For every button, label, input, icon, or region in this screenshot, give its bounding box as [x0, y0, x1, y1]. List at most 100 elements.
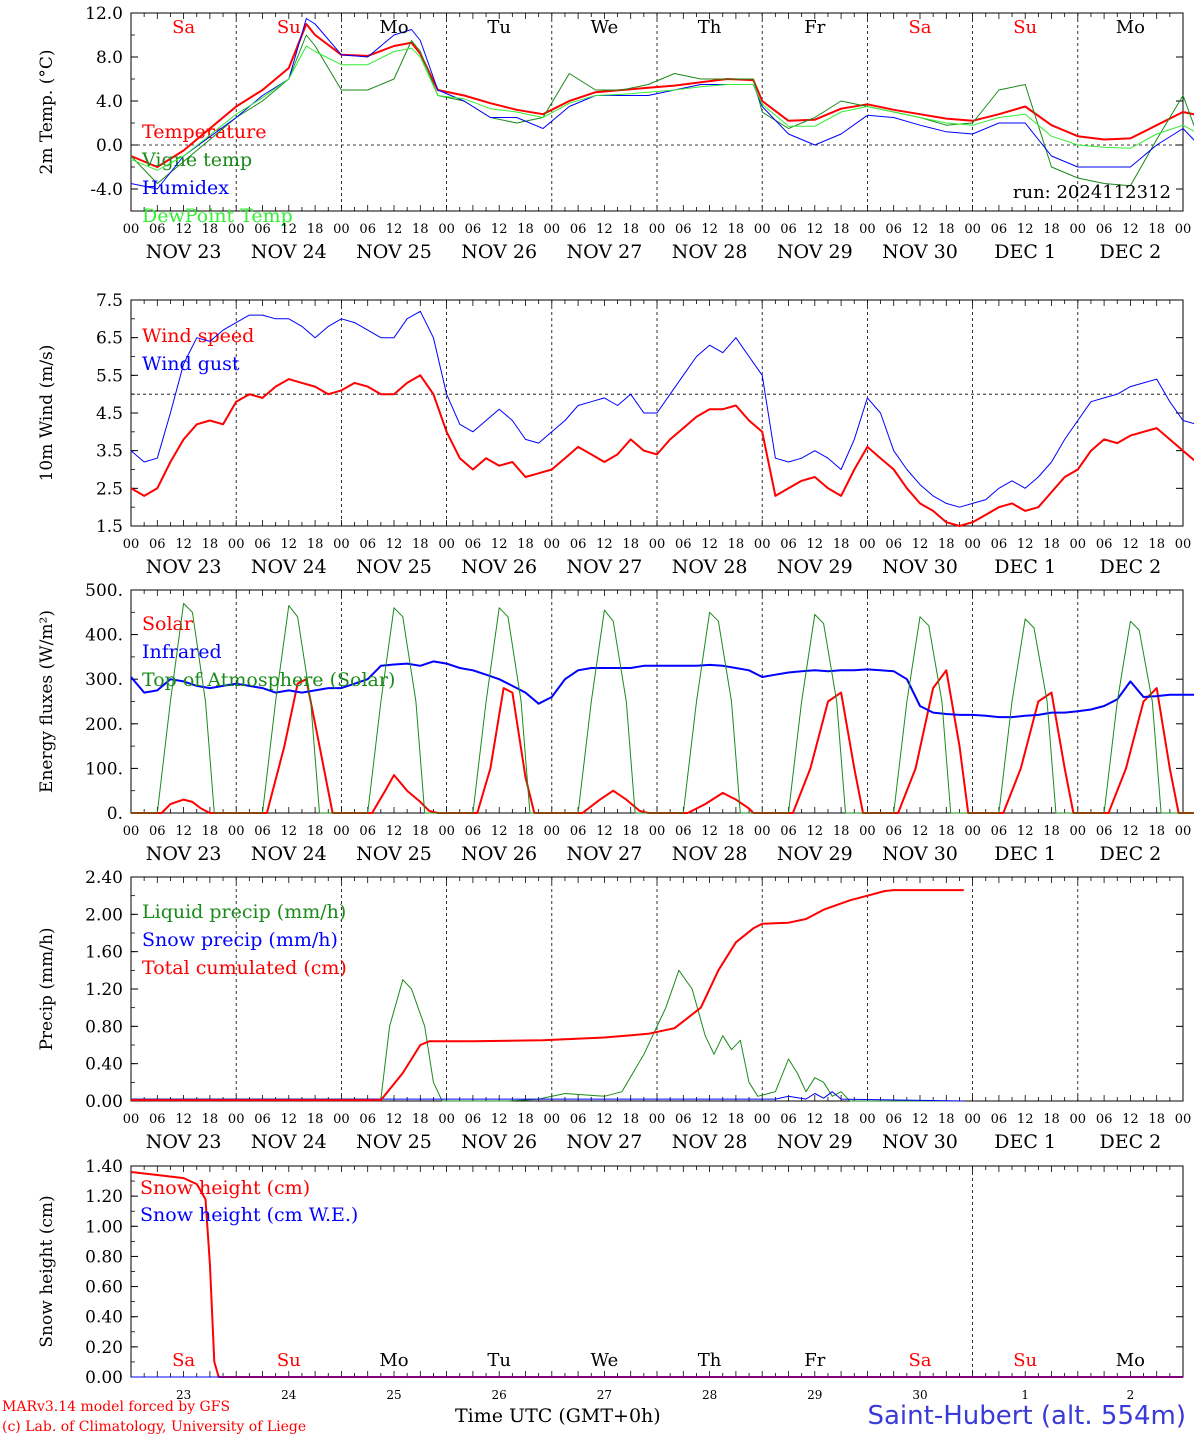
y-tick-label: 0.40 [85, 1055, 123, 1075]
y-tick-label: 0.80 [85, 1017, 123, 1037]
hour-tick-label: 12 [1017, 537, 1034, 552]
hour-tick-label: 06 [1096, 1112, 1113, 1127]
day-number-label: 1 [1021, 1388, 1029, 1402]
series-line-snow-height-cm [130, 1171, 1183, 1378]
day-name-label: We [591, 17, 619, 38]
y-tick-label: 8.0 [96, 48, 123, 68]
day-number-label: 24 [281, 1388, 297, 1402]
hour-tick-label: 12 [701, 537, 718, 552]
y-tick-label: 500. [85, 581, 123, 601]
day-name-label: Th [698, 17, 722, 38]
hour-tick-label: 00 [1175, 824, 1192, 839]
y-tick-label: 1.60 [85, 943, 123, 963]
legend-entry: DewPoint Temp [142, 205, 293, 227]
y-tick-label: 7.5 [96, 291, 123, 311]
date-label: NOV 26 [461, 556, 537, 578]
hour-tick-label: 06 [465, 222, 482, 237]
hour-tick-label: 12 [596, 222, 613, 237]
hour-tick-label: 00 [1070, 824, 1087, 839]
hour-tick-label: 18 [1148, 537, 1165, 552]
hour-tick-label: 18 [938, 222, 955, 237]
day-name-label: Tu [487, 1350, 511, 1371]
date-label: DEC 2 [1100, 843, 1162, 865]
legend-entry: Snow precip (mm/h) [142, 929, 338, 951]
legend-entry: Infrared [142, 641, 222, 663]
date-label: NOV 24 [251, 1131, 327, 1153]
hour-tick-label: 06 [675, 537, 692, 552]
hour-tick-label: 00 [123, 222, 140, 237]
hour-tick-label: 12 [1017, 824, 1034, 839]
hour-tick-label: 18 [728, 824, 745, 839]
date-label: NOV 25 [356, 1131, 432, 1153]
hour-tick-label: 06 [465, 1112, 482, 1127]
date-label: NOV 25 [356, 241, 432, 263]
date-label: DEC 1 [994, 556, 1056, 578]
series-line-vigne-temp [130, 34, 1194, 187]
hour-tick-label: 06 [149, 537, 166, 552]
hour-tick-label: 12 [386, 222, 403, 237]
hour-tick-label: 06 [149, 824, 166, 839]
y-tick-label: 4.0 [96, 92, 123, 112]
hour-tick-label: 12 [912, 222, 929, 237]
hour-tick-label: 06 [675, 1112, 692, 1127]
y-tick-label: 5.5 [96, 366, 123, 386]
day-name-label: Mo [1116, 1350, 1145, 1371]
hour-tick-label: 18 [202, 824, 219, 839]
hour-tick-label: 18 [622, 222, 639, 237]
y-tick-label: 0. [107, 804, 123, 824]
hour-tick-label: 06 [991, 1112, 1008, 1127]
day-number-label: 27 [597, 1388, 612, 1402]
legend-entry: Top of Atmosphere (Solar) [142, 669, 395, 691]
day-number-label: 23 [176, 1388, 191, 1402]
date-label: DEC 1 [994, 843, 1056, 865]
hour-tick-label: 00 [228, 537, 245, 552]
hour-tick-label: 18 [728, 1112, 745, 1127]
hour-tick-label: 06 [465, 824, 482, 839]
panel-1: 12.0 8.0 4.0 0.0 -4.0 2m Temp. (°C) Temperatur… [37, 4, 1194, 263]
hour-tick-label: 06 [780, 824, 797, 839]
day-name-label: Mo [379, 17, 408, 38]
day-number-label: 28 [702, 1388, 717, 1402]
hour-tick-label: 12 [281, 824, 298, 839]
date-label: NOV 29 [777, 556, 853, 578]
hour-tick-label: 12 [912, 537, 929, 552]
date-label: NOV 28 [672, 843, 748, 865]
hour-tick-label: 06 [1096, 824, 1113, 839]
y-tick-label: 6.5 [96, 329, 123, 349]
hour-tick-label: 12 [281, 222, 298, 237]
panel-5: 1.40 1.20 1.00 0.80 0.60 0.40 0.20 0.00 Snow hei… [37, 1157, 1184, 1402]
hour-tick-label: 18 [622, 1112, 639, 1127]
hour-tick-label: 18 [728, 222, 745, 237]
hour-tick-label: 18 [938, 824, 955, 839]
y-tick-label: 0.40 [85, 1308, 123, 1328]
hour-tick-label: 12 [386, 537, 403, 552]
hour-tick-label: 06 [254, 537, 271, 552]
y-tick-label: 1.20 [85, 980, 123, 1000]
date-label: NOV 27 [566, 556, 642, 578]
hour-tick-label: 06 [570, 222, 587, 237]
date-label: NOV 30 [882, 556, 958, 578]
day-name-label: Sa [908, 17, 931, 38]
day-name-label: Fr [804, 1350, 825, 1371]
y-tick-label: 12.0 [85, 4, 123, 24]
date-label: NOV 23 [146, 843, 222, 865]
hour-tick-label: 00 [123, 537, 140, 552]
y-tick-label: 2.00 [85, 905, 123, 925]
y-tick-label: 1.20 [85, 1187, 123, 1207]
legend-entry: Total cumulated (cm) [142, 957, 347, 979]
hour-tick-label: 12 [491, 222, 508, 237]
y-tick-label: 0.00 [85, 1092, 123, 1112]
y-tick-label: 1.00 [85, 1217, 123, 1237]
hour-tick-label: 00 [333, 1112, 350, 1127]
hour-tick-label: 12 [281, 1112, 298, 1127]
hour-tick-label: 06 [885, 1112, 902, 1127]
hour-tick-label: 18 [202, 1112, 219, 1127]
y-tick-label: 3.5 [96, 442, 123, 462]
date-label: NOV 29 [777, 843, 853, 865]
day-number-label: 25 [386, 1388, 401, 1402]
series-line-wind-gust [130, 310, 1194, 508]
hour-tick-label: 12 [701, 824, 718, 839]
hour-tick-label: 18 [622, 537, 639, 552]
hour-tick-label: 00 [1070, 537, 1087, 552]
panel-4: 2.40 2.00 1.60 1.20 0.80 0.40 0.00 Precip (mm/h… [37, 868, 1191, 1153]
